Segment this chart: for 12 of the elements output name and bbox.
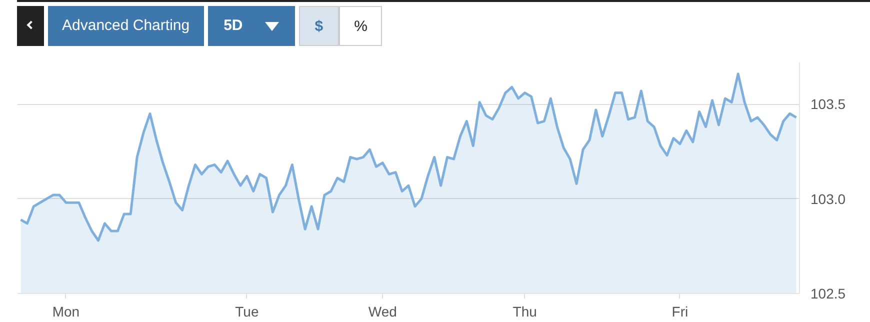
y-tick-label: 102.5 bbox=[810, 286, 846, 302]
text: $ bbox=[298, 6, 340, 46]
x-tick-label: Mon bbox=[52, 304, 80, 320]
text: % bbox=[339, 6, 382, 46]
y-tick-label: 103.5 bbox=[810, 96, 846, 112]
y-tick-label: 103.0 bbox=[810, 190, 846, 207]
x-tick-label: Wed bbox=[368, 304, 397, 320]
text: 5D bbox=[208, 6, 295, 46]
x-tick-label: Fri bbox=[672, 304, 688, 320]
x-tick-label: Tue bbox=[235, 304, 259, 320]
x-tick-label: Thu bbox=[512, 304, 537, 320]
text: Advanced Charting bbox=[48, 6, 204, 46]
